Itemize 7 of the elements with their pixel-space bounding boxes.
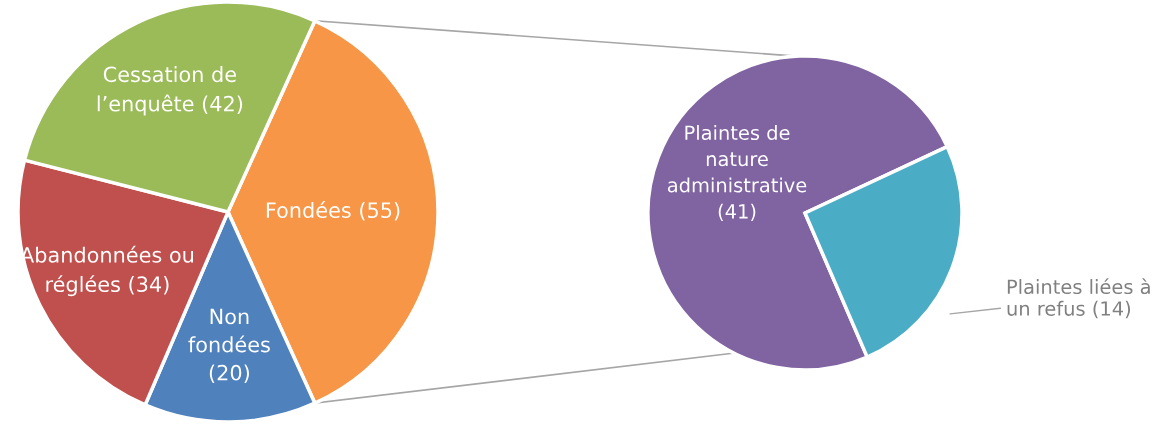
slice-label: Non fondées xyxy=(188,308,270,353)
slice-label: Cessation de l’enquête (42) xyxy=(97,66,243,116)
data-label: (20) xyxy=(209,364,249,383)
data-label: (41) xyxy=(718,203,756,221)
slice-label: Fondées (55) xyxy=(266,201,400,221)
slice-label: Plaintes de nature administrative xyxy=(667,125,807,193)
slice-label: Plaintes liées à un refus (14) xyxy=(1007,278,1150,319)
